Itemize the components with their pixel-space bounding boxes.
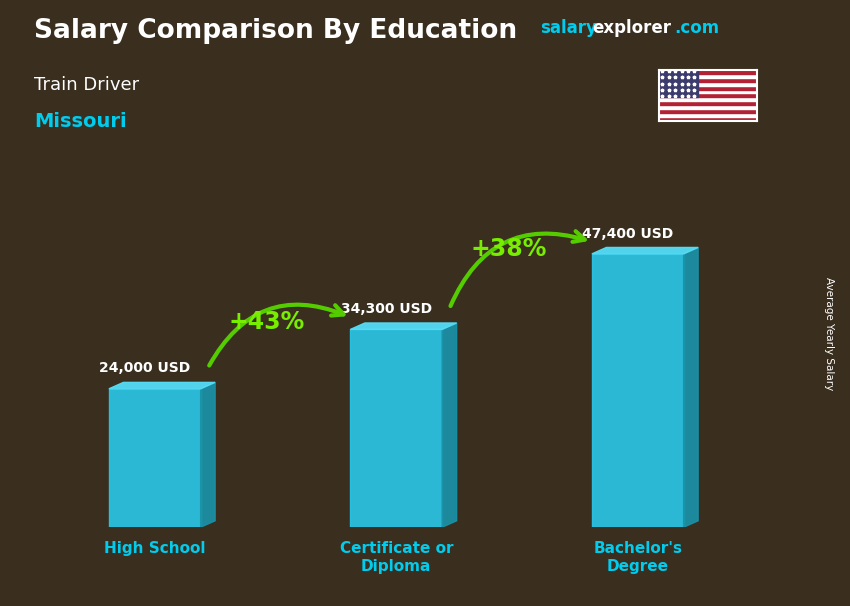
Bar xyxy=(109,389,201,527)
Bar xyxy=(659,105,756,109)
Bar xyxy=(350,330,442,527)
Bar xyxy=(659,70,698,98)
Bar xyxy=(659,98,756,101)
Text: Train Driver: Train Driver xyxy=(34,76,139,94)
Bar xyxy=(659,117,756,121)
Text: salary: salary xyxy=(540,19,597,38)
Bar xyxy=(659,109,756,113)
Text: explorer: explorer xyxy=(592,19,672,38)
Text: Missouri: Missouri xyxy=(34,112,127,131)
Polygon shape xyxy=(109,382,215,389)
Bar xyxy=(659,93,756,98)
Polygon shape xyxy=(683,247,698,527)
Text: Salary Comparison By Education: Salary Comparison By Education xyxy=(34,18,517,44)
Text: +38%: +38% xyxy=(470,237,547,261)
Polygon shape xyxy=(442,323,456,527)
Bar xyxy=(659,90,756,93)
Polygon shape xyxy=(350,323,456,330)
Text: .com: .com xyxy=(674,19,719,38)
Bar xyxy=(659,78,756,82)
Text: 24,000 USD: 24,000 USD xyxy=(99,361,190,376)
Bar xyxy=(659,70,756,74)
Text: 34,300 USD: 34,300 USD xyxy=(341,302,432,316)
Bar xyxy=(659,85,756,90)
Bar xyxy=(659,101,756,105)
Polygon shape xyxy=(592,247,698,254)
Bar xyxy=(592,254,683,527)
Text: Average Yearly Salary: Average Yearly Salary xyxy=(824,277,834,390)
Text: 47,400 USD: 47,400 USD xyxy=(582,227,673,241)
Bar xyxy=(659,82,756,85)
Text: +43%: +43% xyxy=(229,310,305,335)
Bar xyxy=(659,113,756,117)
Polygon shape xyxy=(201,382,215,527)
Bar xyxy=(659,74,756,78)
